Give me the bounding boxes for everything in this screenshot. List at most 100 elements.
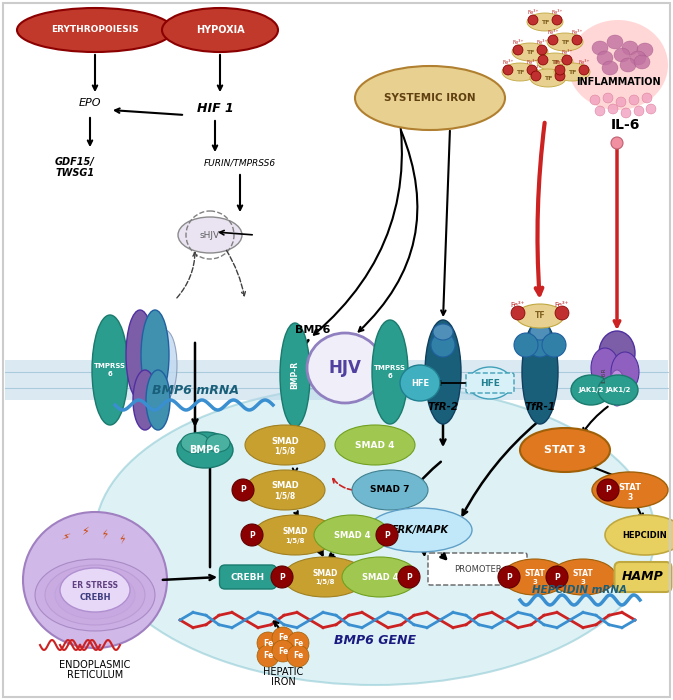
Ellipse shape [287, 645, 309, 667]
Ellipse shape [605, 515, 673, 555]
Text: Fe³⁺: Fe³⁺ [547, 29, 559, 34]
Ellipse shape [554, 63, 590, 81]
Ellipse shape [555, 306, 569, 320]
Ellipse shape [177, 432, 233, 468]
Text: ⚡: ⚡ [81, 527, 89, 537]
Ellipse shape [611, 352, 639, 392]
Ellipse shape [245, 425, 325, 465]
Ellipse shape [616, 97, 626, 107]
Ellipse shape [646, 104, 656, 114]
Ellipse shape [547, 33, 583, 51]
Ellipse shape [431, 333, 455, 357]
Text: Fe³⁺: Fe³⁺ [512, 39, 524, 45]
Ellipse shape [637, 43, 653, 57]
Ellipse shape [280, 323, 310, 427]
Ellipse shape [232, 479, 254, 501]
Ellipse shape [598, 375, 638, 405]
Text: IL-6: IL-6 [610, 118, 640, 132]
Text: HIF 1: HIF 1 [197, 102, 234, 115]
Ellipse shape [546, 566, 568, 588]
Text: 1/5/8: 1/5/8 [315, 579, 334, 585]
Text: Fe³⁺: Fe³⁺ [555, 60, 566, 64]
Text: SMAD 4: SMAD 4 [355, 440, 395, 449]
Ellipse shape [253, 515, 337, 555]
Text: BMP6 GENE: BMP6 GENE [334, 634, 416, 647]
Ellipse shape [425, 320, 461, 424]
Text: GDF15/: GDF15/ [55, 157, 95, 167]
Ellipse shape [555, 65, 565, 75]
Ellipse shape [376, 524, 398, 546]
Ellipse shape [241, 524, 263, 546]
Ellipse shape [622, 41, 638, 55]
Ellipse shape [595, 106, 605, 116]
Text: Fe³⁺: Fe³⁺ [571, 29, 583, 34]
Ellipse shape [35, 559, 155, 631]
Ellipse shape [611, 137, 623, 149]
Text: Fe: Fe [263, 638, 273, 648]
Text: HEPCIDIN: HEPCIDIN [623, 531, 668, 540]
Ellipse shape [502, 63, 538, 81]
Ellipse shape [552, 15, 562, 25]
Text: HFE: HFE [480, 379, 500, 388]
Ellipse shape [537, 53, 573, 71]
Ellipse shape [498, 566, 520, 588]
Text: 3: 3 [581, 579, 586, 585]
Ellipse shape [92, 315, 128, 425]
Ellipse shape [513, 45, 523, 55]
Ellipse shape [530, 324, 550, 340]
Ellipse shape [620, 58, 636, 72]
Text: CREBH: CREBH [231, 573, 265, 582]
Text: Fe³⁺: Fe³⁺ [530, 66, 542, 71]
Ellipse shape [562, 55, 572, 65]
Ellipse shape [571, 375, 611, 405]
Ellipse shape [372, 320, 408, 424]
Text: HAMP: HAMP [622, 570, 664, 584]
Text: HYPOXIA: HYPOXIA [196, 25, 244, 35]
Ellipse shape [597, 479, 619, 501]
Text: P: P [605, 486, 611, 494]
Ellipse shape [614, 48, 630, 62]
Ellipse shape [335, 425, 415, 465]
Text: JAK1/2: JAK1/2 [605, 387, 631, 393]
Text: TF: TF [534, 312, 545, 321]
Ellipse shape [433, 324, 453, 340]
Ellipse shape [527, 13, 563, 31]
Text: BMP-R: BMP-R [291, 361, 299, 389]
Ellipse shape [592, 472, 668, 508]
Text: 1/5/8: 1/5/8 [275, 447, 295, 456]
Ellipse shape [572, 35, 582, 45]
Text: STAT: STAT [525, 568, 545, 578]
Text: 3: 3 [627, 493, 633, 501]
Text: P: P [554, 573, 560, 582]
Text: Fe³⁺: Fe³⁺ [536, 39, 548, 45]
Text: Fe³⁺: Fe³⁺ [528, 10, 538, 15]
FancyBboxPatch shape [466, 373, 514, 393]
Ellipse shape [398, 566, 420, 588]
Ellipse shape [133, 370, 157, 430]
Text: ENDOPLASMIC: ENDOPLASMIC [59, 660, 131, 670]
Ellipse shape [602, 61, 618, 75]
Ellipse shape [608, 104, 618, 114]
Text: HFE: HFE [411, 379, 429, 388]
Ellipse shape [95, 385, 655, 685]
Ellipse shape [609, 370, 625, 406]
Ellipse shape [528, 15, 538, 25]
Ellipse shape [272, 627, 294, 649]
Text: Fe: Fe [293, 638, 303, 648]
Ellipse shape [512, 43, 548, 61]
Text: CREBH: CREBH [79, 592, 111, 601]
Text: Fe³⁺: Fe³⁺ [555, 302, 569, 308]
Text: Fe³⁺: Fe³⁺ [502, 60, 513, 64]
Text: Fe³⁺: Fe³⁺ [578, 60, 590, 64]
Text: HEPATIC: HEPATIC [263, 667, 303, 677]
Ellipse shape [511, 306, 525, 320]
Text: ⚡: ⚡ [100, 529, 110, 541]
Ellipse shape [527, 65, 537, 75]
FancyBboxPatch shape [5, 360, 668, 400]
Ellipse shape [538, 55, 548, 65]
Text: P: P [240, 486, 246, 494]
Ellipse shape [548, 35, 558, 45]
Text: SMAD 7: SMAD 7 [370, 486, 410, 494]
Text: ER STRESS: ER STRESS [72, 580, 118, 589]
Text: P: P [249, 531, 255, 540]
